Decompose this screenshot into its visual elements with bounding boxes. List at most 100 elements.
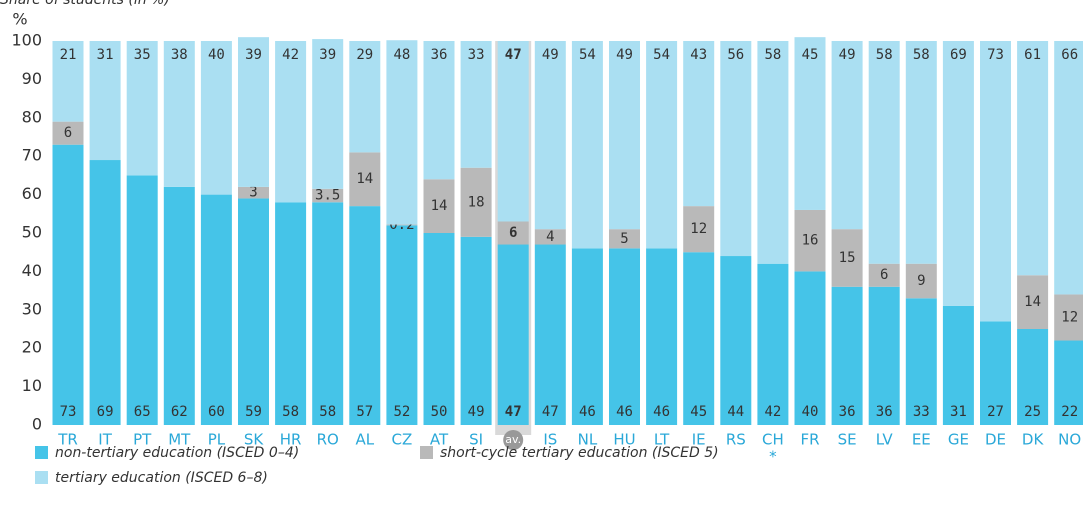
data-label: 36 [839, 404, 856, 420]
data-label: 14 [1024, 294, 1041, 310]
data-label: 6 [509, 225, 517, 241]
bar-segment [609, 41, 640, 230]
x-tick-label: RS [726, 431, 746, 449]
bar-segment [831, 229, 863, 287]
bar-segment [423, 41, 455, 180]
data-label: 58 [913, 47, 930, 63]
data-label: 58 [319, 404, 336, 420]
data-label: 12 [690, 221, 707, 237]
data-label: 40 [802, 404, 819, 420]
bar-segment [312, 188, 344, 203]
bar-segment [52, 41, 84, 122]
bar-segment [980, 41, 1011, 322]
bar-segment [497, 221, 529, 245]
data-label: 5 [620, 231, 628, 247]
data-label: 40 [208, 47, 225, 63]
bar-segment [534, 41, 566, 230]
x-tick-label: SE [838, 431, 857, 449]
x-tick-label: HU [613, 431, 635, 449]
data-label: 46 [616, 404, 633, 420]
bar-segment [497, 244, 529, 425]
data-label: 54 [653, 47, 670, 63]
y-tick-label: 40 [22, 261, 42, 280]
bar-segment [942, 41, 974, 306]
data-label: 36 [431, 47, 448, 63]
bar-segment [460, 167, 492, 237]
data-label: 39 [245, 47, 262, 63]
data-label: 59 [245, 404, 262, 420]
bar-segment [1054, 41, 1083, 295]
bar-segment [312, 39, 344, 189]
data-label: 36 [876, 404, 893, 420]
x-tick-label: FR [800, 431, 819, 449]
bar-segment [831, 286, 863, 425]
bar-segment [126, 41, 158, 176]
bar-segment [89, 160, 121, 426]
data-label: 57 [356, 404, 373, 420]
bar-segment [794, 37, 826, 210]
legend-label: non-tertiary education (ISCED 0–4) [55, 445, 299, 461]
data-label: 27 [987, 404, 1004, 420]
bar-segment [200, 41, 232, 195]
data-label: 47 [505, 404, 522, 420]
x-tick-label: MT [168, 431, 191, 449]
y-tick-label: 30 [22, 299, 42, 318]
y-tick-label: 60 [22, 184, 42, 203]
x-tick-label: EE [912, 431, 931, 449]
bar-segment [868, 286, 900, 425]
data-label: 42 [282, 47, 299, 63]
y-tick-label: 50 [22, 223, 42, 242]
highlight-badge [503, 430, 524, 450]
data-label: 48 [393, 47, 410, 63]
x-tick-label: av. [505, 433, 521, 446]
data-label: 69 [97, 404, 114, 420]
x-tick-label: PL [208, 431, 226, 449]
bar-segment [460, 41, 492, 168]
x-tick-label: TR [57, 431, 78, 449]
x-tick-label: NO [1058, 431, 1081, 449]
bar-segment [905, 41, 937, 264]
data-label: 31 [950, 404, 967, 420]
bar-segment [1017, 275, 1049, 329]
bar-segment [126, 175, 158, 425]
data-label: 44 [727, 404, 744, 420]
data-label: 14 [431, 198, 448, 214]
bar-segment [349, 206, 381, 425]
bar-segment [386, 40, 418, 225]
bar-segment [683, 252, 715, 425]
bar-segment [1054, 294, 1083, 341]
bar-segment [646, 41, 678, 249]
data-label: 58 [764, 47, 781, 63]
data-label: 39 [319, 47, 336, 63]
data-label: 6 [880, 267, 888, 283]
bar-segment [757, 41, 789, 264]
bar-segment [609, 248, 640, 425]
bar-segment [905, 298, 937, 425]
y-unit: % [12, 10, 27, 29]
bar-segment [942, 305, 974, 425]
data-label: 50 [431, 404, 448, 420]
bar-segment [52, 121, 84, 145]
data-label: 47 [505, 47, 522, 63]
data-label: 73 [60, 404, 77, 420]
y-tick-label: 80 [22, 107, 42, 126]
x-tick-label: CZ [392, 431, 413, 449]
legend-label: tertiary education (ISCED 6–8) [55, 470, 268, 486]
x-tick-label: LV [876, 431, 894, 449]
data-label: 47 [542, 404, 559, 420]
bar-segment [868, 263, 900, 287]
bar-segment [275, 41, 307, 203]
data-label: 66 [1061, 47, 1078, 63]
data-label: 49 [542, 47, 559, 63]
data-label: 3.5 [315, 188, 340, 204]
data-label: 52 [393, 404, 410, 420]
data-label: 45 [802, 47, 819, 63]
data-label: 21 [60, 47, 77, 63]
bar-segment [646, 248, 678, 425]
bar-segment [52, 144, 84, 425]
y-tick-label: 10 [22, 376, 42, 395]
bar-segment [720, 256, 752, 425]
bar-segment [794, 209, 826, 272]
data-label: 43 [690, 47, 707, 63]
